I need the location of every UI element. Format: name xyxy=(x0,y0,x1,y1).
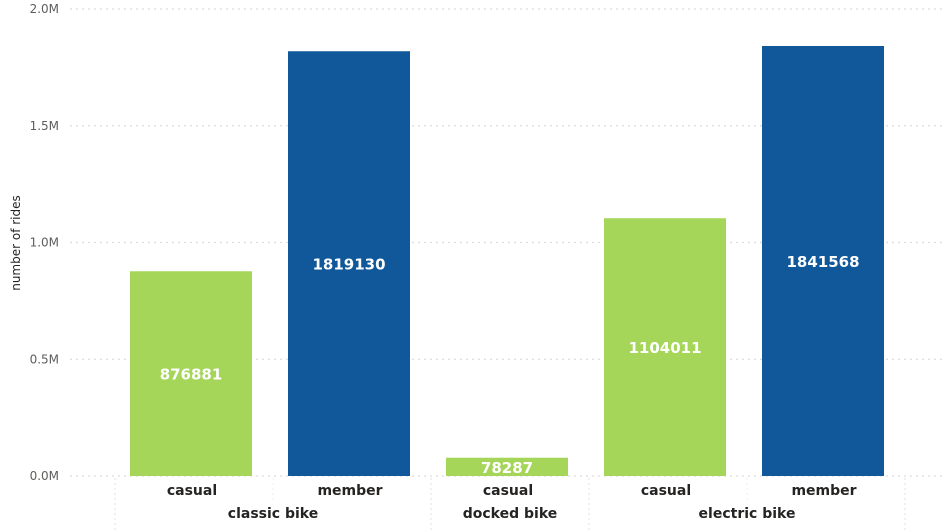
data-label: 876881 xyxy=(160,366,223,384)
bar-electric-bike-member xyxy=(762,45,884,477)
y-tick-label: 0.5M xyxy=(30,352,59,366)
y-axis-ticks: 0.0M 0.5M 1.0M 1.5M 2.0M xyxy=(30,2,59,483)
x-group-label: docked bike xyxy=(463,506,558,522)
data-label: 1104011 xyxy=(628,339,701,357)
y-axis-title: number of rides xyxy=(9,195,23,291)
x-category-label: casual xyxy=(483,483,533,499)
y-tick-label: 1.5M xyxy=(30,119,59,133)
bars: 876881 1819130 78287 1104011 1841568 xyxy=(130,45,884,477)
x-category-label: casual xyxy=(641,483,691,499)
x-category-label: member xyxy=(791,483,856,499)
y-tick-label: 0.0M xyxy=(30,469,59,483)
data-label: 1819130 xyxy=(312,256,385,274)
bar-classic-bike-casual xyxy=(130,271,252,476)
y-tick-label: 2.0M xyxy=(30,2,59,16)
bar-docked-bike-casual xyxy=(446,457,568,476)
x-category-label: member xyxy=(317,483,382,499)
data-label: 78287 xyxy=(481,459,533,477)
x-group-label: classic bike xyxy=(228,506,318,522)
y-tick-label: 1.0M xyxy=(30,236,59,250)
data-label: 1841568 xyxy=(786,253,859,271)
x-axis-labels: casual member classic bike casual docked bik… xyxy=(114,478,906,531)
bar-classic-bike-member xyxy=(288,51,410,476)
x-category-label: casual xyxy=(167,483,217,499)
bar-electric-bike-casual xyxy=(604,218,726,476)
x-group-label: electric bike xyxy=(699,506,796,522)
